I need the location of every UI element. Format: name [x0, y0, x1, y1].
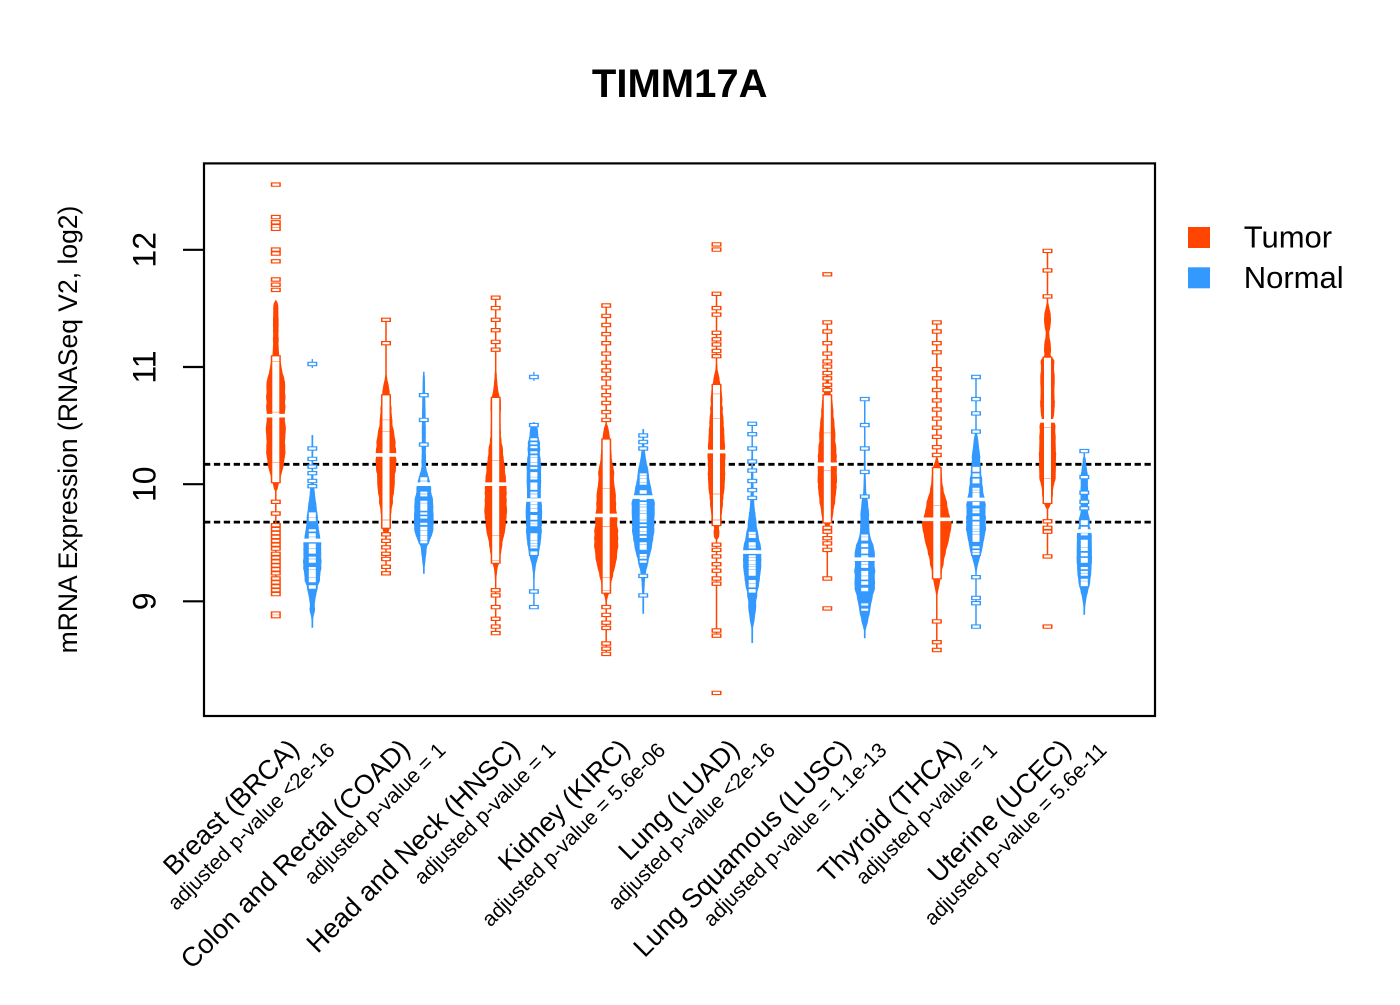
svg-text:Tumor: Tumor	[1244, 220, 1332, 255]
svg-text:10: 10	[127, 466, 163, 502]
svg-text:9: 9	[127, 592, 163, 610]
svg-text:Normal: Normal	[1244, 260, 1344, 295]
svg-text:12: 12	[127, 232, 163, 268]
svg-text:TIMM17A: TIMM17A	[592, 62, 768, 106]
svg-text:mRNA Expression (RNASeq V2, lo: mRNA Expression (RNASeq V2, log2)	[53, 206, 83, 654]
svg-text:11: 11	[127, 350, 163, 383]
